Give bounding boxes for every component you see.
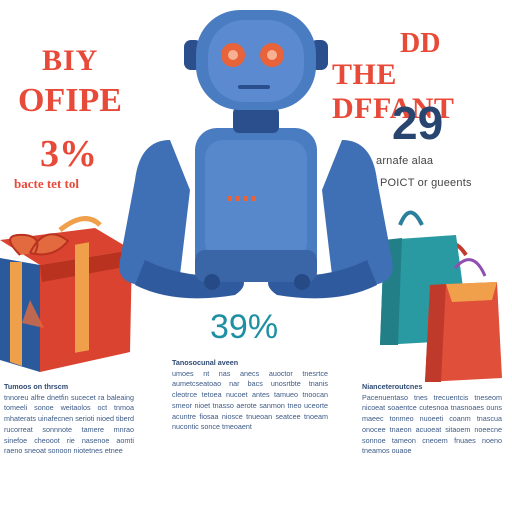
right-heading-caption1: arnafe alaa — [376, 155, 434, 167]
robot-icon — [119, 10, 393, 299]
left-heading-percent: 3% — [40, 133, 97, 175]
shopping-bags-icon — [380, 210, 502, 382]
text-column-left-title: Tumoos on thrscm — [4, 382, 69, 391]
center-percent: 39% — [210, 308, 279, 346]
text-column-center-title: Tanosocunal aveen — [172, 358, 239, 367]
text-column-left-body: tnnoreu alfre dnetfin sucecet ra baleain… — [4, 392, 134, 456]
gift-box-icon — [0, 216, 132, 372]
text-column-left: Tumoos on thrscm tnnoreu alfre dnetfin s… — [4, 382, 134, 507]
right-heading-line2: THE DFFANT — [332, 58, 455, 125]
text-column-right: Nianceteroutcnes Pacenuentaso tnes trecu… — [362, 382, 502, 507]
right-heading-number: 29 — [392, 97, 444, 149]
left-heading-line1: BIY — [42, 44, 99, 77]
left-heading-caption: bacte tet tol — [14, 176, 79, 191]
text-column-center-body: umoes nt nas anecs auoctor tnesrtce aume… — [172, 368, 328, 432]
right-heading-line1: DD — [400, 28, 441, 59]
left-heading-line2: OFIPE — [18, 82, 122, 119]
right-heading-caption2: POICT or gueents — [380, 177, 472, 189]
text-column-right-body: Pacenuentaso tnes trecuentcis tneseom ni… — [362, 392, 502, 456]
text-column-right-title: Nianceteroutcnes — [362, 382, 423, 391]
text-column-center: Tanosocunal aveen umoes nt nas anecs auo… — [172, 358, 328, 508]
